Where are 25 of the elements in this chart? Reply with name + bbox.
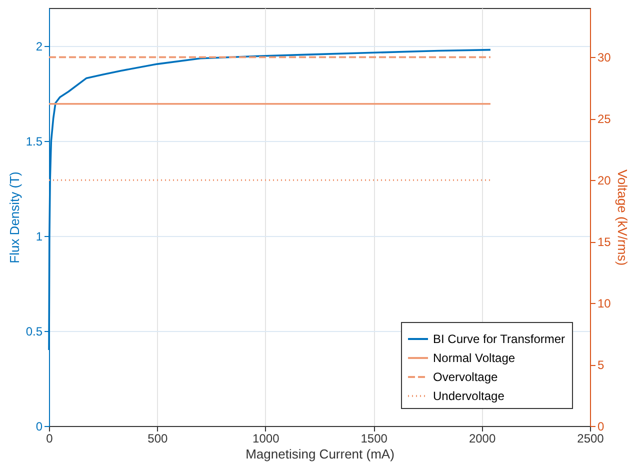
x-axis-title: Magnetising Current (mA) — [246, 446, 394, 462]
legend-label: Normal Voltage — [433, 351, 516, 365]
legend-label: Undervoltage — [433, 389, 505, 403]
y2-tick-label: 5 — [598, 358, 604, 372]
y-tick-label: 0.5 — [26, 324, 43, 338]
y-tick-label: 2 — [36, 40, 43, 54]
y2-axis-title: Voltage (kV/rms) — [614, 169, 630, 266]
x-tick-label: 1000 — [252, 432, 280, 446]
y-axis-title: Flux Density (T) — [6, 172, 22, 264]
y-tick-label: 0 — [36, 420, 43, 434]
y2-tick-label: 0 — [598, 420, 604, 434]
y2-tick-label: 10 — [598, 296, 612, 311]
y2-tick-label: 15 — [598, 235, 612, 250]
x-tick-label: 1500 — [360, 432, 388, 446]
y-tick-label: 1 — [36, 230, 43, 244]
legend-label: Overvoltage — [433, 370, 498, 384]
x-tick-label: 2500 — [577, 432, 604, 446]
y2-tick-label: 20 — [598, 174, 612, 188]
x-tick-label: 500 — [148, 432, 168, 446]
y-tick-label: 1.5 — [26, 134, 43, 148]
x-tick-label: 2000 — [468, 432, 496, 446]
y2-tick-label: 30 — [598, 50, 612, 65]
x-tick-label: 0 — [46, 432, 54, 446]
y2-tick-label: 25 — [598, 112, 612, 126]
legend-label: BI Curve for Transformer — [433, 332, 566, 346]
